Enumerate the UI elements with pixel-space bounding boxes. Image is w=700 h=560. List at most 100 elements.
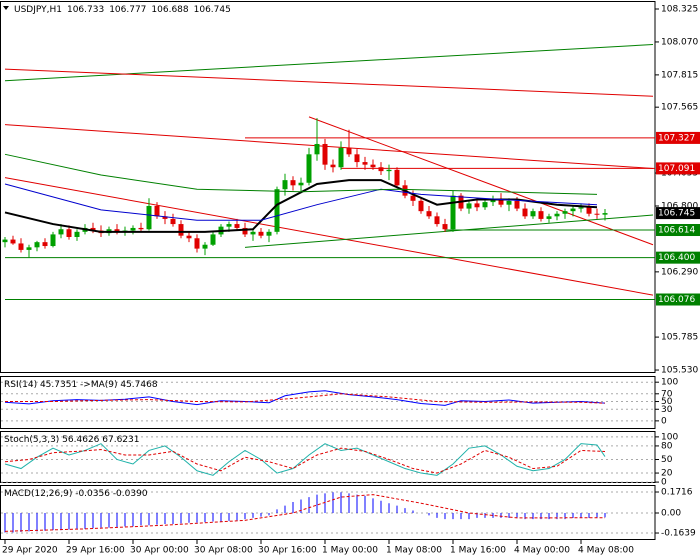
x-tick-label: 1 May 08:00 xyxy=(386,546,442,556)
y-tick-label: 50 xyxy=(661,397,673,407)
title-text: Stoch(5,3,3) 56.4626 67.6231 xyxy=(4,435,139,445)
candle-body xyxy=(426,211,432,217)
candle-body xyxy=(210,234,216,245)
candle-body xyxy=(146,205,152,230)
panel-title: Stoch(5,3,3) 56.4626 67.6231 xyxy=(4,435,139,445)
candle-body xyxy=(138,227,144,230)
candle-body xyxy=(386,169,392,172)
candle-body xyxy=(538,211,544,219)
candle-body xyxy=(226,224,232,227)
y-tick-label: 100 xyxy=(661,378,678,388)
candle-body xyxy=(58,229,64,235)
candle-body xyxy=(162,216,168,219)
y-tick-label: 100 xyxy=(661,432,678,442)
indicator-line xyxy=(5,393,606,404)
candle-body xyxy=(2,239,8,243)
title-text: MACD(12,26,9) -0.0356 -0.0390 xyxy=(4,489,148,499)
ohlc-value: 106.745 xyxy=(194,5,231,15)
x-tick-label: 30 Apr 08:00 xyxy=(194,546,253,556)
menu-icon[interactable] xyxy=(3,6,9,10)
last-price-bg xyxy=(656,207,700,220)
indicator-line xyxy=(4,494,606,532)
x-tick-label: 30 Apr 16:00 xyxy=(258,546,317,556)
level-label: 106.614 xyxy=(658,226,695,236)
candle-body xyxy=(570,208,576,212)
trendline xyxy=(244,214,654,248)
y-tick-label: 107.815 xyxy=(661,70,698,80)
candle-body xyxy=(250,231,256,235)
candle-body xyxy=(514,200,520,209)
x-tick-label: 29 Apr 16:00 xyxy=(66,546,125,556)
candle-body xyxy=(442,224,448,230)
x-tick-label: 30 Apr 00:00 xyxy=(130,546,189,556)
candle-body xyxy=(418,200,424,212)
candle-body xyxy=(370,164,376,168)
candle-body xyxy=(10,239,16,244)
x-tick-label: 4 May 08:00 xyxy=(578,546,634,556)
x-tick-label: 1 May 16:00 xyxy=(450,546,506,556)
candle-body xyxy=(546,216,552,219)
candle-body xyxy=(298,182,304,186)
candle-body xyxy=(306,154,312,183)
level-label-bg xyxy=(656,162,700,175)
level-label: 107.327 xyxy=(658,133,695,143)
level-label-bg xyxy=(656,293,700,306)
x-tick-label: 4 May 00:00 xyxy=(514,546,570,556)
candle-body xyxy=(346,147,352,155)
level-label: 107.091 xyxy=(658,164,695,174)
candle-body xyxy=(170,218,176,225)
ohlc-value: 106.777 xyxy=(109,5,146,15)
y-tick-label: 50 xyxy=(661,455,673,465)
x-tick-label: 29 Apr 2020 xyxy=(2,546,58,556)
candle-body xyxy=(242,227,248,235)
panel-title: RSI(14) 45.7351 ->MA(9) 45.7468 xyxy=(4,380,158,390)
level-label-bg xyxy=(656,251,700,264)
candle-body xyxy=(274,189,280,232)
y-tick-label: 30 xyxy=(661,405,673,415)
y-tick-label: 20 xyxy=(661,469,673,479)
y-tick-label: 108.070 xyxy=(661,37,698,47)
y-tick-label: 70 xyxy=(661,389,673,399)
candle-body xyxy=(42,242,48,247)
candle-body xyxy=(602,213,608,215)
y-tick-label: 0.00 xyxy=(661,508,681,518)
candle-body xyxy=(18,243,24,250)
candle-body xyxy=(394,169,400,186)
candle-body xyxy=(586,207,592,214)
x-tick-label: 1 May 00:00 xyxy=(322,546,378,556)
candle-body xyxy=(258,231,264,236)
candle-body xyxy=(506,200,512,205)
candle-body xyxy=(154,205,160,217)
candle-body xyxy=(522,208,528,217)
title-text: RSI(14) 45.7351 ->MA(9) 45.7468 xyxy=(4,380,158,390)
y-tick-label: 106.800 xyxy=(661,201,698,211)
candle-body xyxy=(322,143,328,165)
indicator-line xyxy=(4,153,598,195)
indicator-line xyxy=(4,447,606,474)
candle-body xyxy=(74,231,80,237)
candle-body xyxy=(338,147,344,168)
ohlc-value: 106.733 xyxy=(67,5,104,15)
trendline xyxy=(4,44,654,82)
panel-title: USDJPY,H1 106.733 106.777 106.688 106.745 xyxy=(14,5,231,15)
candle-body xyxy=(466,203,472,209)
y-tick-label: 0 xyxy=(661,416,667,426)
candle-body xyxy=(50,234,56,247)
trendline xyxy=(4,124,654,170)
indicator-line xyxy=(4,443,606,476)
candle-body xyxy=(34,242,40,248)
y-tick-label: 105.530 xyxy=(661,366,698,376)
candle-body xyxy=(266,231,272,236)
y-tick-label: 107.565 xyxy=(661,103,698,113)
candle-body xyxy=(498,199,504,205)
candle-body xyxy=(290,180,296,186)
indicator-line xyxy=(4,390,606,406)
y-tick-label: 80 xyxy=(661,441,673,451)
candle-body xyxy=(362,162,368,165)
candle-body xyxy=(66,229,72,237)
candle-body xyxy=(26,247,32,250)
candle-body xyxy=(114,229,120,232)
y-tick-label: 108.325 xyxy=(661,5,698,15)
